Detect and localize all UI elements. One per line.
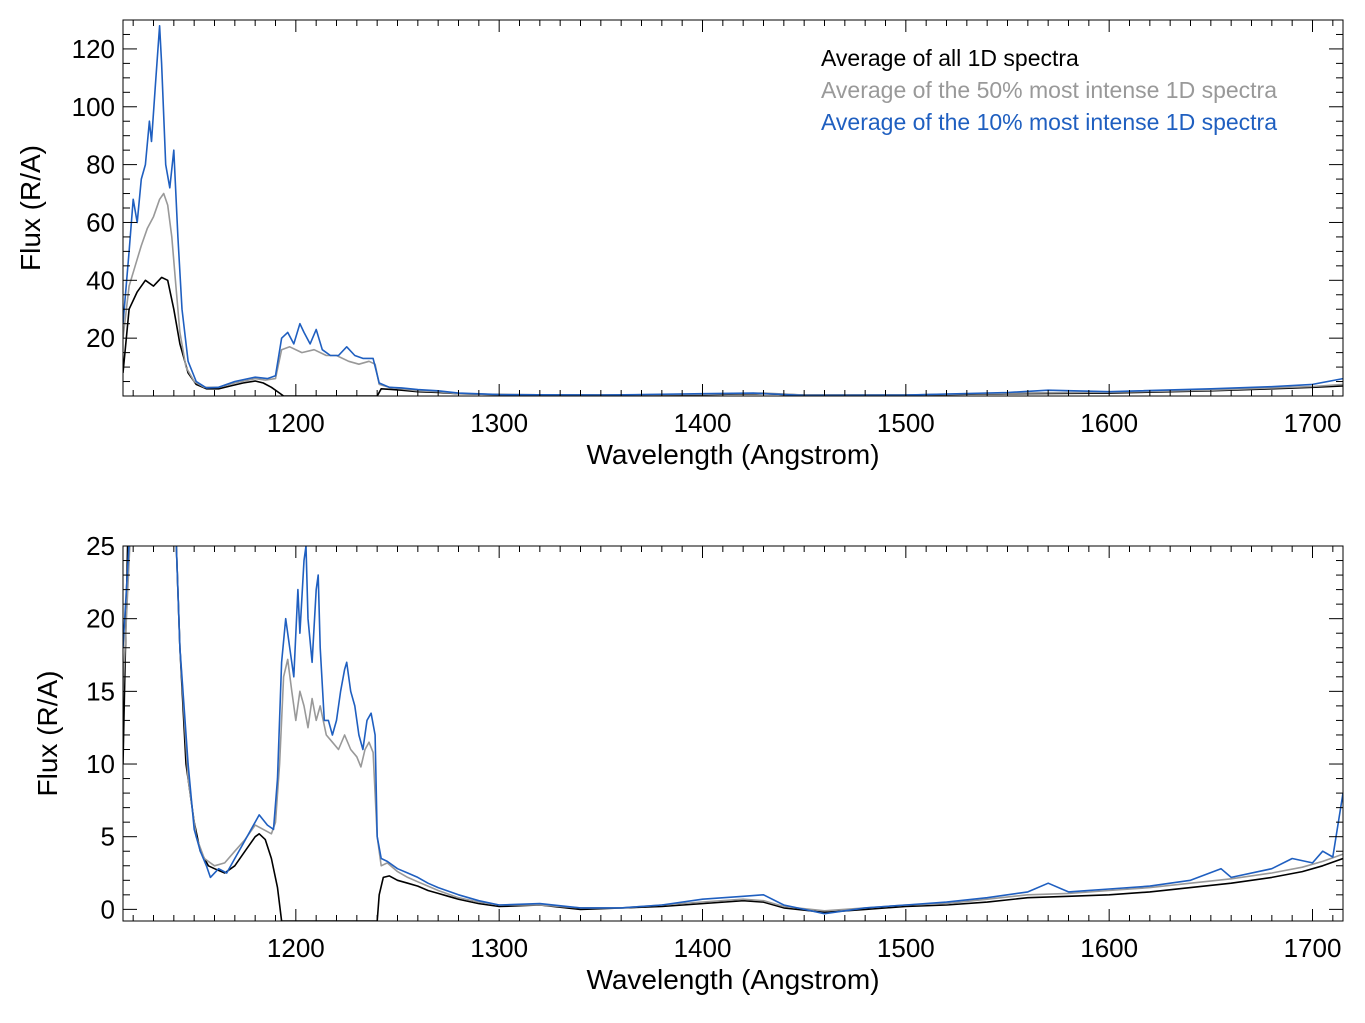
series-group (123, 24, 1343, 396)
series-line-3 (123, 546, 1343, 915)
y-tick-label: 40 (86, 265, 115, 295)
y-tick-label: 15 (86, 676, 115, 706)
y-tick-label: 20 (86, 604, 115, 634)
x-tick-label: 1200 (267, 933, 325, 963)
series-line-2 (123, 192, 1343, 396)
x-tick-label: 1600 (1080, 408, 1138, 438)
series-line-2 (123, 546, 1343, 912)
y-tick-label: 60 (86, 207, 115, 237)
y-axis-label: Flux (R/A) (32, 671, 63, 797)
x-ticks (132, 20, 1334, 396)
y-tick-label: 100 (72, 92, 115, 122)
legend-entry-1: Average of all 1D spectra (821, 45, 1079, 71)
y-tick-label: 120 (72, 34, 115, 64)
x-axis-label: Wavelength (Angstrom) (586, 439, 879, 470)
panel-2: 1200 1300 1400 1500 1600 1700 0 5 10 15 20 25 Wavele… (32, 531, 1344, 995)
y-tick-label: 0 (101, 894, 115, 924)
x-tick-label: 1500 (877, 408, 935, 438)
panel-1: 1200 1300 1400 1500 1600 1700 20 40 60 80 100 120 Wa… (15, 19, 1344, 470)
y-axis-label: Flux (R/A) (15, 145, 46, 271)
x-tick-label: 1700 (1284, 408, 1342, 438)
legend-entry-3: Average of the 10% most intense 1D spect… (821, 109, 1277, 135)
y-tick-label: 5 (101, 822, 115, 852)
y-tick-label: 80 (86, 150, 115, 180)
y-ticks (123, 19, 1343, 397)
plot-frame (122, 545, 1344, 922)
series-line-3 (123, 24, 1343, 396)
y-tick-label: 10 (86, 749, 115, 779)
x-tick-label: 1600 (1080, 933, 1138, 963)
y-tick-label: 25 (86, 531, 115, 561)
series-line-1 (123, 546, 1343, 921)
x-tick-label: 1300 (470, 933, 528, 963)
x-tick-label: 1200 (267, 408, 325, 438)
x-tick-label: 1300 (470, 408, 528, 438)
series-group (123, 546, 1343, 921)
x-axis-label: Wavelength (Angstrom) (586, 964, 879, 995)
x-tick-label: 1500 (877, 933, 935, 963)
y-ticks (123, 545, 1343, 910)
x-tick-label: 1400 (674, 408, 732, 438)
legend: Average of all 1D spectra Average of the … (821, 45, 1277, 135)
legend-entry-2: Average of the 50% most intense 1D spect… (821, 77, 1277, 103)
x-tick-label: 1400 (674, 933, 732, 963)
y-tick-label: 20 (86, 323, 115, 353)
x-ticks (132, 546, 1334, 921)
x-tick-label: 1700 (1284, 933, 1342, 963)
